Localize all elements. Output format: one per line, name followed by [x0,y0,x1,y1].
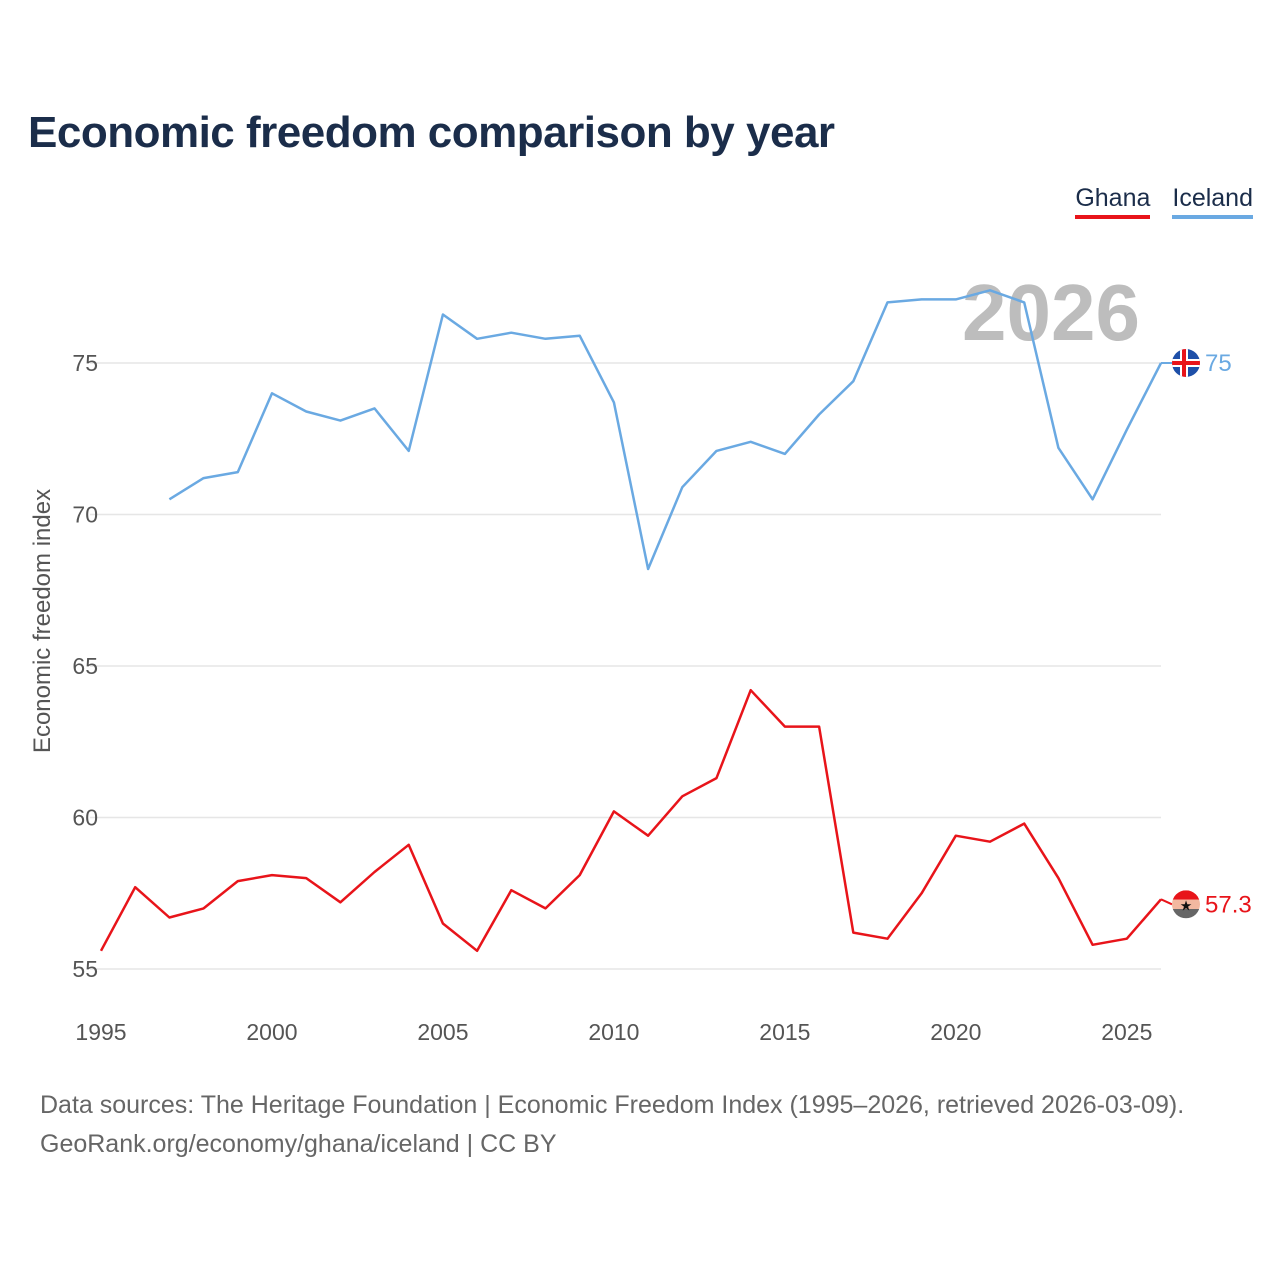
y-tick-label: 55 [72,956,98,982]
connector-ghana [1160,898,1173,906]
x-tick-label: 2005 [417,1019,468,1045]
footer: Data sources: The Heritage Foundation | … [40,1086,1184,1164]
x-tick-label: 2010 [588,1019,639,1045]
iceland-flag-icon [1172,349,1200,377]
svg-text:★: ★ [1180,897,1193,913]
y-tick-label: 65 [72,653,98,679]
y-axis-title: Economic freedom index [29,489,56,753]
x-tick-label: 2020 [930,1019,981,1045]
y-tick-label: 70 [72,502,98,528]
ghana-flag-icon: ★ [1172,890,1200,919]
legend-item-iceland[interactable]: Iceland [1172,184,1253,219]
y-tick-label: 60 [72,805,98,831]
gridlines [90,362,1161,970]
line-chart: 2026 55 60 65 70 75 1995 2000 2005 2010 2015 2020… [29,268,1252,1045]
end-value-label-iceland: 75 [1205,350,1232,377]
legend-item-ghana[interactable]: Ghana [1075,184,1151,219]
year-watermark: 2026 [962,268,1140,357]
series-line-iceland[interactable] [168,289,1163,571]
x-tick-label: 1995 [75,1019,126,1045]
footer-link[interactable]: GeoRank.org/economy/ghana/iceland | CC B… [40,1130,557,1158]
legend: Ghana Iceland [1075,184,1253,219]
series-line-ghana[interactable] [99,688,1162,953]
end-markers: ★ 57.3 75 [1160,349,1252,919]
x-tick-label: 2000 [246,1019,297,1045]
footer-sources: Data sources: The Heritage Foundation | … [40,1091,1185,1119]
chart-title: Economic freedom comparison by year [28,108,835,157]
x-tick-label: 2025 [1101,1019,1152,1045]
series-lines [99,289,1163,953]
y-tick-label: 75 [72,350,98,376]
x-tick-label: 2015 [759,1019,810,1045]
y-axis-ticks: 55 60 65 70 75 [72,350,98,982]
x-axis-ticks: 1995 2000 2005 2010 2015 2020 2025 [75,1019,1152,1045]
end-value-label-ghana: 57.3 [1205,891,1252,918]
